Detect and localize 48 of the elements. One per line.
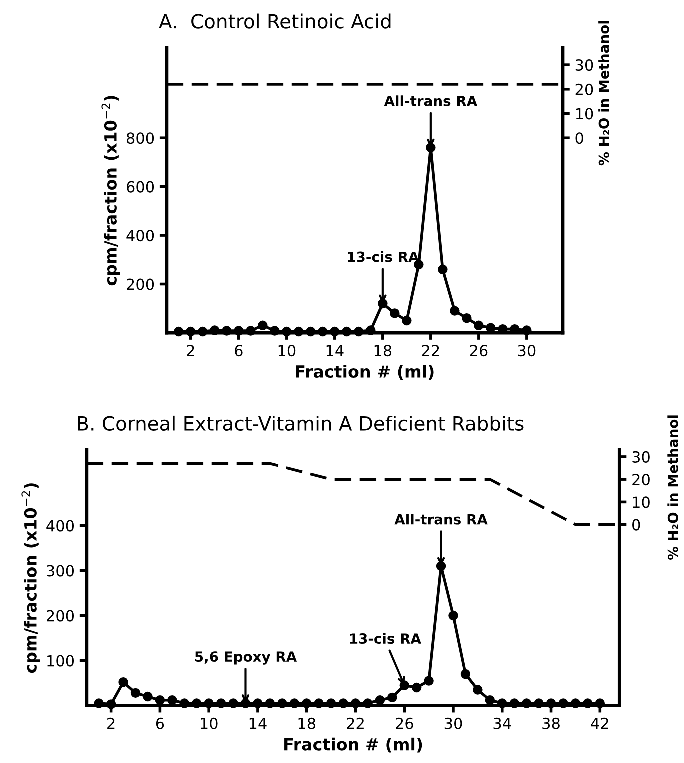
- y-axis-title: cpm/fraction (x10$^{−2}$): [22, 484, 40, 674]
- annotation: All-trans RA: [384, 96, 478, 106]
- x-tick-label: 18: [374, 345, 392, 357]
- y-tick-label: 200: [127, 278, 154, 290]
- y2-tick-label: 0: [632, 519, 640, 531]
- x-tick-label: 2: [108, 718, 115, 730]
- x-tick-label: 6: [156, 718, 164, 730]
- annotation: 13-cis RA: [350, 633, 422, 644]
- chart-title: B. Corneal Extract-Vitamin A Deficient Rabbits: [78, 416, 524, 431]
- y2-tick-label: 20: [576, 84, 594, 96]
- annotation: 5,6 Epoxy RA: [195, 652, 298, 665]
- x-tick-label: 22: [347, 718, 364, 730]
- annotation: All-trans RA: [394, 514, 488, 525]
- y-tick-label: 300: [47, 565, 74, 577]
- x-tick-label: 10: [201, 718, 218, 730]
- x-axis-title: Fraction # (ml): [296, 365, 434, 380]
- x-tick-label: 10: [278, 345, 296, 357]
- x-tick-label: 30: [444, 718, 462, 730]
- x-tick-label: 42: [591, 718, 608, 730]
- x-tick-label: 22: [422, 345, 440, 356]
- y2-tick-label: 20: [632, 474, 650, 486]
- y-tick-label: 100: [48, 655, 74, 667]
- x-tick-label: 26: [396, 718, 414, 730]
- y2-tick-label: 10: [633, 496, 650, 508]
- y-tick-label: 200: [47, 610, 74, 622]
- y-tick-label: 800: [126, 132, 154, 144]
- x-tick-label: 14: [326, 345, 344, 356]
- y2-axis-title: % H₂O in Methanol: [598, 21, 610, 166]
- y-axis-title: cpm/fraction (x10$^{−2}$): [102, 96, 120, 286]
- y2-axis-title: % H₂O in Methanol: [668, 416, 678, 560]
- y-tick-label: 400: [46, 520, 74, 532]
- chart-title: A. Control Retinoic Acid: [159, 14, 391, 29]
- y2-tick-label: 30: [632, 451, 650, 463]
- x-tick-label: 6: [235, 345, 243, 357]
- annotation: 13-cis RA: [348, 252, 420, 262]
- y2-tick-label: 30: [576, 60, 594, 72]
- x-tick-label: 26: [470, 345, 488, 357]
- x-axis-title: Fraction # (ml): [284, 738, 422, 753]
- y-tick-label: 600: [126, 181, 154, 193]
- x-tick-label: 38: [542, 718, 560, 730]
- x-tick-label: 30: [518, 345, 536, 357]
- y-tick-label: 400: [126, 230, 154, 242]
- y2-tick-label: 10: [576, 108, 594, 120]
- x-tick-label: 34: [494, 718, 512, 730]
- x-tick-label: 18: [298, 718, 316, 730]
- x-tick-label: 2: [187, 345, 194, 356]
- y2-tick-label: 0: [576, 132, 584, 144]
- x-tick-label: 14: [250, 718, 267, 730]
